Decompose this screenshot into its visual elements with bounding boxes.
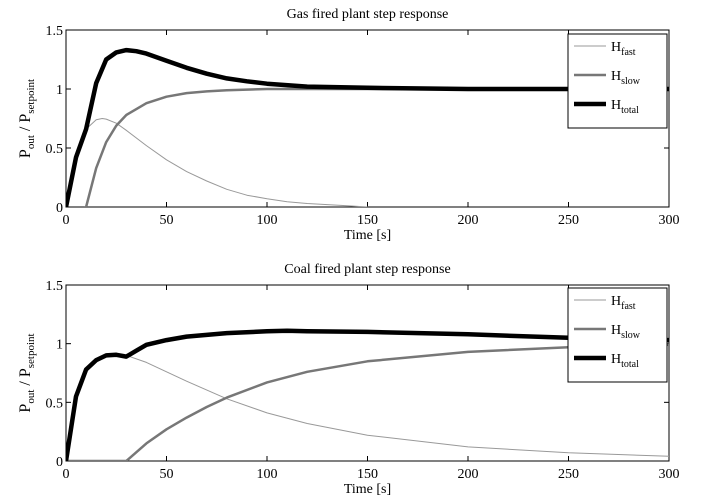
y-tick-label: 0.5 [46,142,64,157]
y-axis-label-main: P [17,368,34,377]
legend-label-main: H [611,294,621,309]
legend-label-total: Htotal [611,98,639,116]
series-line-slow [66,343,669,461]
x-tick-label: 50 [160,467,174,482]
legend-label-main: H [611,98,621,113]
chart-panel-2: Coal fired plant step response 0 50 100 150 2… [17,262,680,497]
y-tick-label: 0.5 [46,396,64,411]
y-tick-label: 0 [56,201,63,216]
legend-box [567,33,668,129]
series-line-total [66,47,669,207]
legend-label-main: H [611,352,621,367]
legend-label-main: H [611,69,621,84]
legend-label-sub: total [621,105,639,116]
x-axis-label: Time [s] [344,482,391,497]
series-line-fast [66,118,368,207]
legend-label-sub: total [621,359,639,370]
legend-label-slow: Hslow [611,323,641,341]
legend-box [567,287,668,383]
x-tick-label: 150 [357,467,378,482]
legend-label-main: H [611,323,621,338]
y-axis-label-main: P [17,149,34,158]
x-tick-label: 250 [558,467,579,482]
y-axis-label: Pout / Psetpoint [17,79,37,158]
y-axis-label-main: P [17,114,34,123]
y-axis-label-sub: setpoint [25,333,37,368]
legend-label-fast: Hfast [611,294,636,312]
x-tick-label: 200 [458,213,479,228]
series-line-total [66,328,669,461]
x-tick-label: 50 [160,213,174,228]
y-tick-label: 1.5 [46,279,64,294]
y-tick-label: 1 [56,83,63,98]
x-tick-label: 100 [257,213,278,228]
x-tick-label: 0 [63,467,70,482]
y-axis-label-sub: setpoint [25,79,37,114]
legend-label-sub: fast [621,301,636,312]
y-tick-label: 1 [56,338,63,353]
y-tick-label: 0 [56,455,63,470]
y-axis-label-sub: out [25,390,37,404]
legend-label-sub: fast [621,47,636,58]
chart-title: Coal fired plant step response [284,262,450,277]
x-tick-label: 100 [257,467,278,482]
y-axis-label-sep: / [17,123,34,135]
chart-title: Gas fired plant step response [287,7,449,22]
legend-label-slow: Hslow [611,69,641,87]
legend-label-total: Htotal [611,352,639,370]
x-axis-label: Time [s] [344,228,391,243]
x-tick-label: 200 [458,467,479,482]
legend-label-main: H [611,40,621,55]
y-tick-label: 1.5 [46,24,64,39]
x-tick-label: 0 [63,213,70,228]
y-axis-label-sub: out [25,135,37,149]
x-tick-label: 300 [659,213,680,228]
y-axis-label-sep: / [17,377,34,389]
chart-panel-1: Gas fired plant step response 0 50 100 150 20… [17,7,680,243]
legend-label-sub: slow [621,76,641,87]
legend-label-fast: Hfast [611,40,636,58]
y-axis-label: Pout / Psetpoint [17,333,37,412]
x-tick-label: 150 [357,213,378,228]
x-tick-label: 250 [558,213,579,228]
y-axis-label-main: P [17,404,34,413]
x-tick-label: 300 [659,467,680,482]
legend-label-sub: slow [621,330,641,341]
